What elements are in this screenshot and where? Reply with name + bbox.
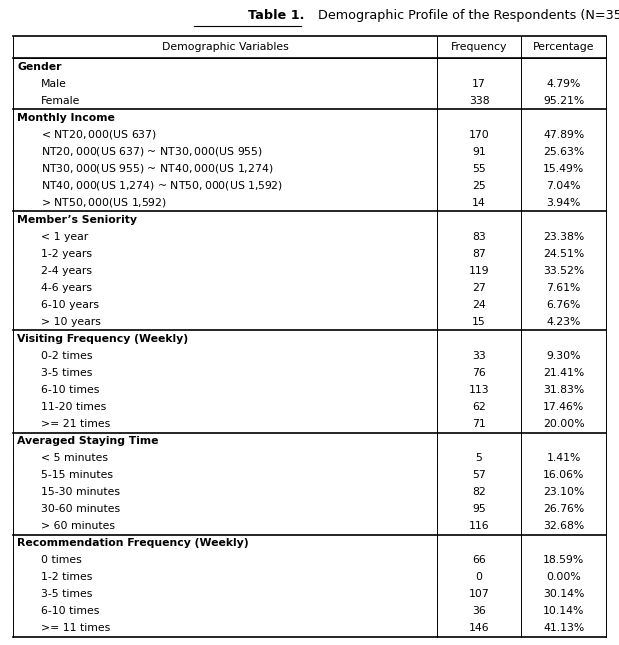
Text: >= 21 times: >= 21 times — [41, 419, 110, 429]
Text: 5-15 minutes: 5-15 minutes — [41, 470, 113, 481]
Text: 71: 71 — [472, 419, 486, 429]
Text: < 5 minutes: < 5 minutes — [41, 453, 108, 463]
Text: 20.00%: 20.00% — [543, 419, 584, 429]
Text: 146: 146 — [469, 624, 490, 633]
Text: 338: 338 — [469, 95, 490, 106]
Text: 26.76%: 26.76% — [543, 504, 584, 514]
Text: Averaged Staying Time: Averaged Staying Time — [17, 436, 158, 446]
Text: 95: 95 — [472, 504, 486, 514]
Text: 31.83%: 31.83% — [543, 385, 584, 395]
Text: Female: Female — [41, 95, 80, 106]
Text: Male: Male — [41, 79, 67, 88]
Text: 91: 91 — [472, 146, 486, 157]
Text: 6-10 times: 6-10 times — [41, 385, 100, 395]
Text: 27: 27 — [472, 283, 486, 293]
Text: 5: 5 — [475, 453, 483, 463]
Text: 116: 116 — [469, 521, 490, 531]
Text: 25.63%: 25.63% — [543, 146, 584, 157]
Text: 10.14%: 10.14% — [543, 606, 584, 617]
Text: Member’s Seniority: Member’s Seniority — [17, 215, 137, 224]
Text: 18.59%: 18.59% — [543, 555, 584, 566]
Text: 23.38%: 23.38% — [543, 232, 584, 242]
Text: 87: 87 — [472, 249, 486, 259]
Text: 30-60 minutes: 30-60 minutes — [41, 504, 120, 514]
Text: 3.94%: 3.94% — [547, 198, 581, 208]
Text: 47.89%: 47.89% — [543, 130, 584, 139]
Text: Percentage: Percentage — [533, 42, 594, 52]
Text: 4-6 years: 4-6 years — [41, 283, 92, 293]
Text: 15: 15 — [472, 317, 486, 327]
Text: 41.13%: 41.13% — [543, 624, 584, 633]
Text: 15.49%: 15.49% — [543, 164, 584, 174]
Text: 55: 55 — [472, 164, 486, 174]
Text: 2-4 years: 2-4 years — [41, 266, 92, 276]
Text: 33.52%: 33.52% — [543, 266, 584, 276]
Text: 119: 119 — [469, 266, 490, 276]
Text: 6-10 times: 6-10 times — [41, 606, 100, 617]
Text: 0-2 times: 0-2 times — [41, 351, 92, 361]
Text: NT$ 40,000 (US$ 1,274) ~ NT$ 50,000 (US$ 1,592): NT$ 40,000 (US$ 1,274) ~ NT$ 50,000 (US$… — [41, 179, 283, 192]
Text: Demographic Profile of the Respondents (N=355): Demographic Profile of the Respondents (… — [306, 9, 619, 22]
Text: 25: 25 — [472, 181, 486, 191]
Text: 57: 57 — [472, 470, 486, 481]
Text: 4.79%: 4.79% — [547, 79, 581, 88]
Text: NT$ 20,000 (US$ 637) ~ NT$30,000 (US$ 955): NT$ 20,000 (US$ 637) ~ NT$30,000 (US$ 95… — [41, 145, 263, 158]
Text: Gender: Gender — [17, 61, 61, 72]
Text: 1-2 times: 1-2 times — [41, 572, 92, 582]
Text: 0 times: 0 times — [41, 555, 82, 566]
Text: 23.10%: 23.10% — [543, 487, 584, 497]
Text: 24: 24 — [472, 300, 486, 310]
Text: 1-2 years: 1-2 years — [41, 249, 92, 259]
Text: > 60 minutes: > 60 minutes — [41, 521, 115, 531]
Text: 16.06%: 16.06% — [543, 470, 584, 481]
Text: Frequency: Frequency — [451, 42, 508, 52]
Text: Recommendation Frequency (Weekly): Recommendation Frequency (Weekly) — [17, 539, 249, 548]
Text: 7.04%: 7.04% — [547, 181, 581, 191]
Text: 9.30%: 9.30% — [547, 351, 581, 361]
Text: 15-30 minutes: 15-30 minutes — [41, 487, 120, 497]
Text: NT$ 30,000 (US$ 955) ~ NT$ 40,000 (US$ 1,274): NT$ 30,000 (US$ 955) ~ NT$ 40,000 (US$ 1… — [41, 162, 274, 175]
Text: 1.41%: 1.41% — [547, 453, 581, 463]
Text: >= 11 times: >= 11 times — [41, 624, 110, 633]
Text: Visiting Frequency (Weekly): Visiting Frequency (Weekly) — [17, 334, 188, 344]
Text: 3-5 times: 3-5 times — [41, 590, 92, 599]
Text: Table 1.: Table 1. — [248, 9, 305, 22]
Text: 6.76%: 6.76% — [547, 300, 581, 310]
Text: 7.61%: 7.61% — [547, 283, 581, 293]
Text: 24.51%: 24.51% — [543, 249, 584, 259]
Text: 21.41%: 21.41% — [543, 368, 584, 378]
Text: 0.00%: 0.00% — [546, 572, 581, 582]
Text: 76: 76 — [472, 368, 486, 378]
Text: Monthly Income: Monthly Income — [17, 113, 115, 123]
Text: 17: 17 — [472, 79, 486, 88]
Text: Demographic Variables: Demographic Variables — [162, 42, 288, 52]
Text: > NT$ 50,000 (US$ 1,592): > NT$ 50,000 (US$ 1,592) — [41, 196, 167, 209]
Text: 4.23%: 4.23% — [547, 317, 581, 327]
Text: 36: 36 — [472, 606, 486, 617]
Text: 95.21%: 95.21% — [543, 95, 584, 106]
Text: 0: 0 — [475, 572, 483, 582]
Text: < 1 year: < 1 year — [41, 232, 89, 242]
Text: 62: 62 — [472, 402, 486, 412]
Text: 83: 83 — [472, 232, 486, 242]
Text: > 10 years: > 10 years — [41, 317, 101, 327]
Text: 170: 170 — [469, 130, 490, 139]
Text: < NT$ 20,000 (US$ 637): < NT$ 20,000 (US$ 637) — [41, 128, 157, 141]
Text: 30.14%: 30.14% — [543, 590, 584, 599]
Text: 82: 82 — [472, 487, 486, 497]
Text: 11-20 times: 11-20 times — [41, 402, 106, 412]
Text: 107: 107 — [469, 590, 490, 599]
Text: 6-10 years: 6-10 years — [41, 300, 99, 310]
Text: 113: 113 — [469, 385, 490, 395]
Text: 14: 14 — [472, 198, 486, 208]
Text: 66: 66 — [472, 555, 486, 566]
Text: 3-5 times: 3-5 times — [41, 368, 92, 378]
Text: 17.46%: 17.46% — [543, 402, 584, 412]
Text: 33: 33 — [472, 351, 486, 361]
Text: 32.68%: 32.68% — [543, 521, 584, 531]
